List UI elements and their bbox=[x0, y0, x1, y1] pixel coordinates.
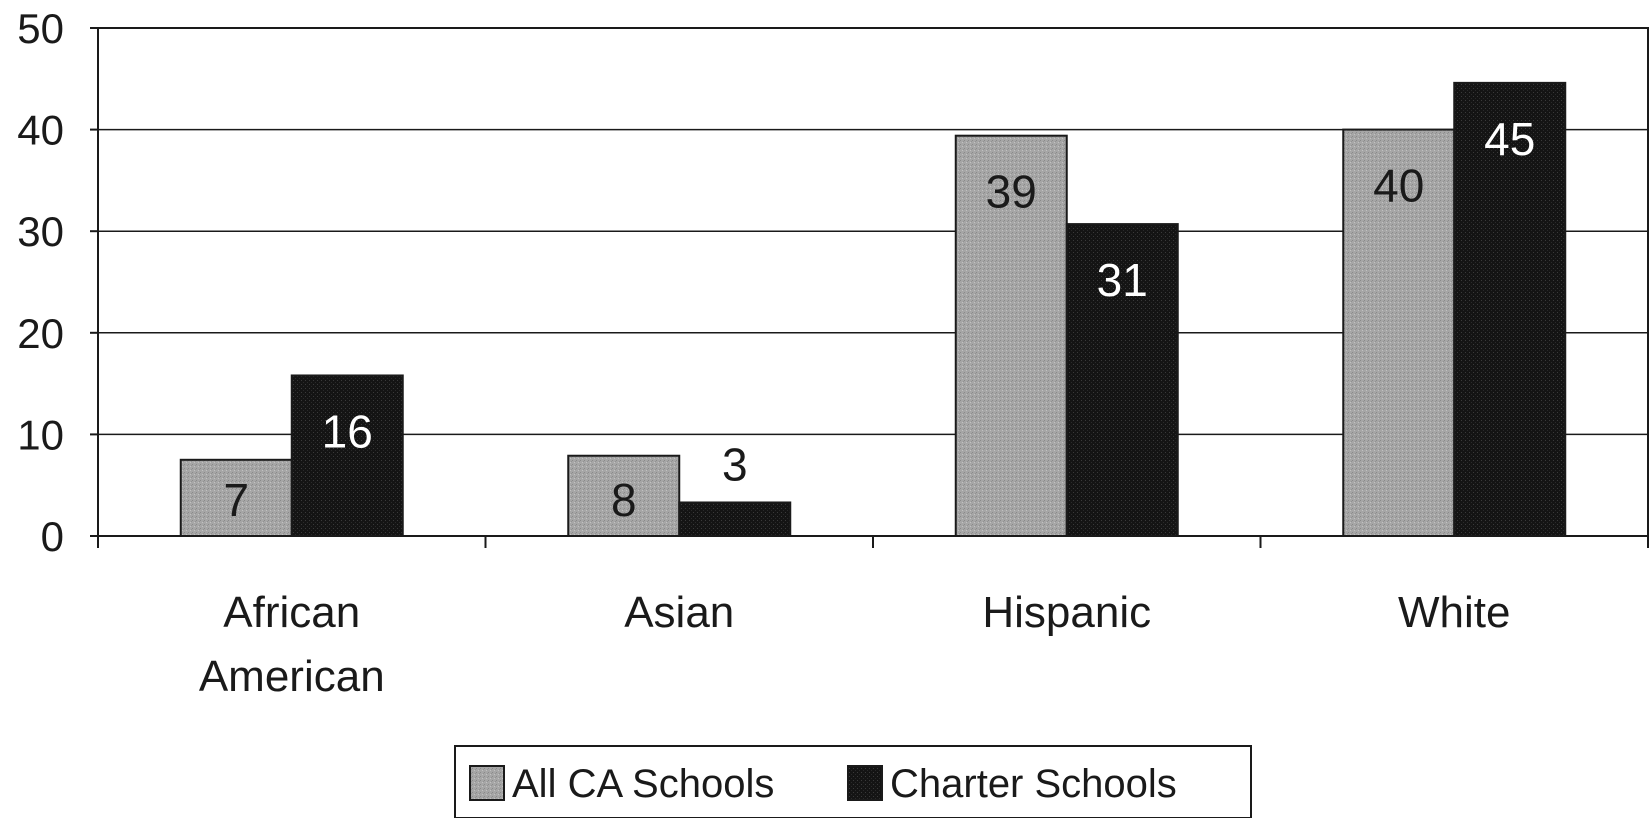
legend-label-charter-schools: Charter Schools bbox=[890, 762, 1177, 806]
data-label: 39 bbox=[986, 166, 1037, 218]
bar-all-ca-schools-1 bbox=[567, 454, 681, 537]
legend-label-all-ca-schools: All CA Schools bbox=[512, 762, 774, 806]
data-label: 40 bbox=[1373, 160, 1424, 212]
legend: All CA Schools Charter Schools bbox=[454, 745, 1252, 818]
x-category-label: African bbox=[223, 588, 360, 637]
data-labels: 7 16 8 3 39 31 40 45 bbox=[223, 113, 1535, 526]
data-label: 7 bbox=[223, 474, 249, 526]
bar-charter-schools-2 bbox=[1065, 223, 1179, 537]
x-category-label: Asian bbox=[624, 588, 734, 637]
bar-charter-schools-0 bbox=[290, 374, 404, 537]
x-category-label: White bbox=[1398, 588, 1510, 637]
legend-swatch-all-ca-schools bbox=[469, 765, 505, 801]
bar-all-ca-schools-2 bbox=[954, 134, 1068, 537]
bar-all-ca-schools-0 bbox=[179, 458, 293, 537]
x-category-label: American bbox=[199, 652, 385, 701]
data-label: 31 bbox=[1097, 254, 1148, 306]
y-axis: 0 10 20 30 40 50 bbox=[17, 5, 98, 560]
y-tick-label: 30 bbox=[17, 208, 64, 255]
data-label: 8 bbox=[611, 474, 637, 526]
legend-item-charter-schools: Charter Schools bbox=[847, 762, 1177, 806]
x-category-label: Hispanic bbox=[982, 588, 1151, 637]
bar-charter-schools-1 bbox=[678, 501, 792, 537]
bars bbox=[179, 81, 1567, 537]
y-tick-label: 0 bbox=[41, 513, 64, 560]
bar-charter-schools-3 bbox=[1453, 81, 1567, 537]
y-tick-label: 10 bbox=[17, 411, 64, 458]
data-label: 3 bbox=[722, 438, 748, 490]
legend-item-all-ca-schools: All CA Schools bbox=[469, 762, 774, 806]
data-label: 16 bbox=[322, 405, 373, 457]
x-axis: African American Asian Hispanic White bbox=[97, 536, 1649, 701]
y-tick-label: 20 bbox=[17, 310, 64, 357]
data-label: 45 bbox=[1484, 113, 1535, 165]
legend-swatch-charter-schools bbox=[847, 765, 883, 801]
y-tick-label: 40 bbox=[17, 107, 64, 154]
y-tick-label: 50 bbox=[17, 5, 64, 52]
